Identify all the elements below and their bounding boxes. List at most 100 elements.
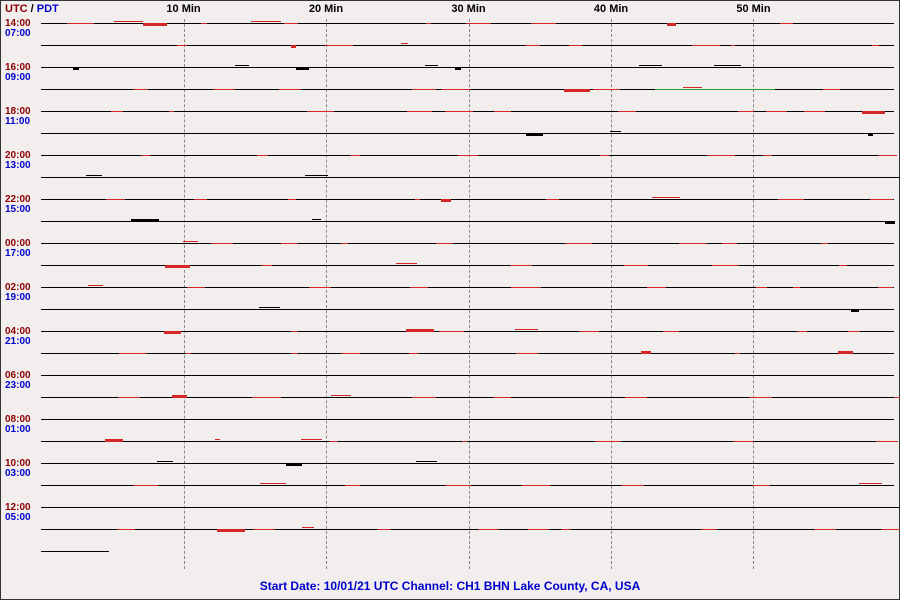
trace-segment xyxy=(677,463,688,464)
trace-segment xyxy=(858,67,880,68)
trace-segment xyxy=(260,483,286,484)
trace-segment xyxy=(868,133,873,136)
trace-segment xyxy=(794,375,823,376)
trace-segment xyxy=(436,243,454,244)
trace-segment xyxy=(251,21,280,22)
trace-segment xyxy=(257,155,268,156)
trace-segment xyxy=(810,133,832,134)
trace-segment xyxy=(86,175,101,176)
trace-segment xyxy=(288,199,295,200)
trace-segment xyxy=(600,155,609,156)
trace-segment xyxy=(194,199,207,200)
trace-segment xyxy=(891,507,900,508)
trace-segment xyxy=(595,441,621,442)
timezone-header: UTC / PDT xyxy=(5,3,59,15)
trace-segment xyxy=(312,219,321,220)
trace-segment xyxy=(525,45,540,46)
trace-segment xyxy=(882,529,900,530)
trace-segment xyxy=(814,529,836,530)
trace-segment xyxy=(261,265,273,266)
time-label: 08:0001:00 xyxy=(5,415,31,435)
trace-segment xyxy=(396,263,417,264)
trace-segment xyxy=(823,89,840,90)
time-label: 04:0021:00 xyxy=(5,327,31,347)
trace-segment xyxy=(782,419,800,420)
trace-segment xyxy=(878,155,897,156)
footer-caption: Start Date: 10/01/21 UTC Channel: CH1 BH… xyxy=(1,579,899,593)
trace-segment xyxy=(756,287,768,288)
trace-segment xyxy=(186,353,191,354)
pdt-time: 17:00 xyxy=(5,249,31,259)
pdt-time: 19:00 xyxy=(5,293,31,303)
trace-segment xyxy=(121,133,128,134)
trace-segment xyxy=(416,461,436,462)
trace-segment xyxy=(165,265,191,268)
trace-segment xyxy=(562,177,585,178)
trace-segment xyxy=(714,65,742,66)
trace-segment xyxy=(334,133,354,134)
utc-header-label: UTC xyxy=(5,3,28,15)
trace-segment xyxy=(118,397,139,398)
trace-segment xyxy=(235,65,249,66)
trace-segment xyxy=(749,397,772,398)
time-label: 16:0009:00 xyxy=(5,63,31,83)
trace-segment xyxy=(885,221,894,224)
trace-segment xyxy=(851,309,859,312)
trace-segment xyxy=(707,155,735,156)
trace-segment xyxy=(516,353,538,354)
trace-segment xyxy=(572,221,584,222)
time-label: 22:0015:00 xyxy=(5,195,31,215)
grid-line-vertical xyxy=(753,19,755,569)
time-label: 20:0013:00 xyxy=(5,151,31,171)
trace-segment xyxy=(724,177,738,178)
trace-segment xyxy=(455,67,461,70)
trace-segment xyxy=(401,43,409,44)
trace-segment xyxy=(589,67,599,68)
trace-segment xyxy=(445,111,473,112)
trace-baseline xyxy=(41,243,894,244)
trace-segment xyxy=(546,199,559,200)
trace-segment xyxy=(797,331,807,332)
trace-segment xyxy=(119,353,146,354)
trace-segment xyxy=(688,507,697,508)
trace-segment xyxy=(341,353,360,354)
time-label: 10:0003:00 xyxy=(5,459,31,479)
trace-segment xyxy=(519,177,540,178)
trace-segment xyxy=(412,397,436,398)
trace-baseline xyxy=(41,375,894,376)
trace-segment xyxy=(821,243,828,244)
trace-segment xyxy=(393,375,420,376)
trace-segment xyxy=(252,397,280,398)
pdt-time: 01:00 xyxy=(5,425,31,435)
xaxis-tick-label: 10 Min xyxy=(166,3,200,15)
trace-segment xyxy=(763,155,772,156)
trace-segment xyxy=(406,329,434,332)
trace-segment xyxy=(114,21,142,22)
trace-segment xyxy=(592,507,599,508)
trace-segment xyxy=(793,287,799,288)
trace-segment xyxy=(515,329,539,330)
time-label: 00:0017:00 xyxy=(5,239,31,259)
trace-baseline xyxy=(41,199,894,200)
header-separator: / xyxy=(28,3,37,15)
trace-baseline xyxy=(41,507,894,508)
pdt-time: 11:00 xyxy=(5,117,31,127)
pdt-time: 21:00 xyxy=(5,337,31,347)
trace-segment xyxy=(131,219,159,222)
trace-segment xyxy=(780,23,794,24)
trace-segment xyxy=(679,243,706,244)
trace-segment xyxy=(859,483,882,484)
xaxis-tick-label: 40 Min xyxy=(594,3,628,15)
trace-segment xyxy=(211,243,233,244)
trace-segment xyxy=(574,133,584,134)
trace-segment xyxy=(564,89,590,92)
trace-segment xyxy=(201,23,208,24)
trace-segment xyxy=(176,507,190,508)
trace-segment xyxy=(141,155,149,156)
trace-segment xyxy=(466,309,491,310)
trace-segment xyxy=(753,485,770,486)
trace-segment xyxy=(177,375,183,376)
trace-segment xyxy=(892,177,900,178)
trace-segment xyxy=(350,309,356,310)
trace-segment xyxy=(596,309,608,310)
